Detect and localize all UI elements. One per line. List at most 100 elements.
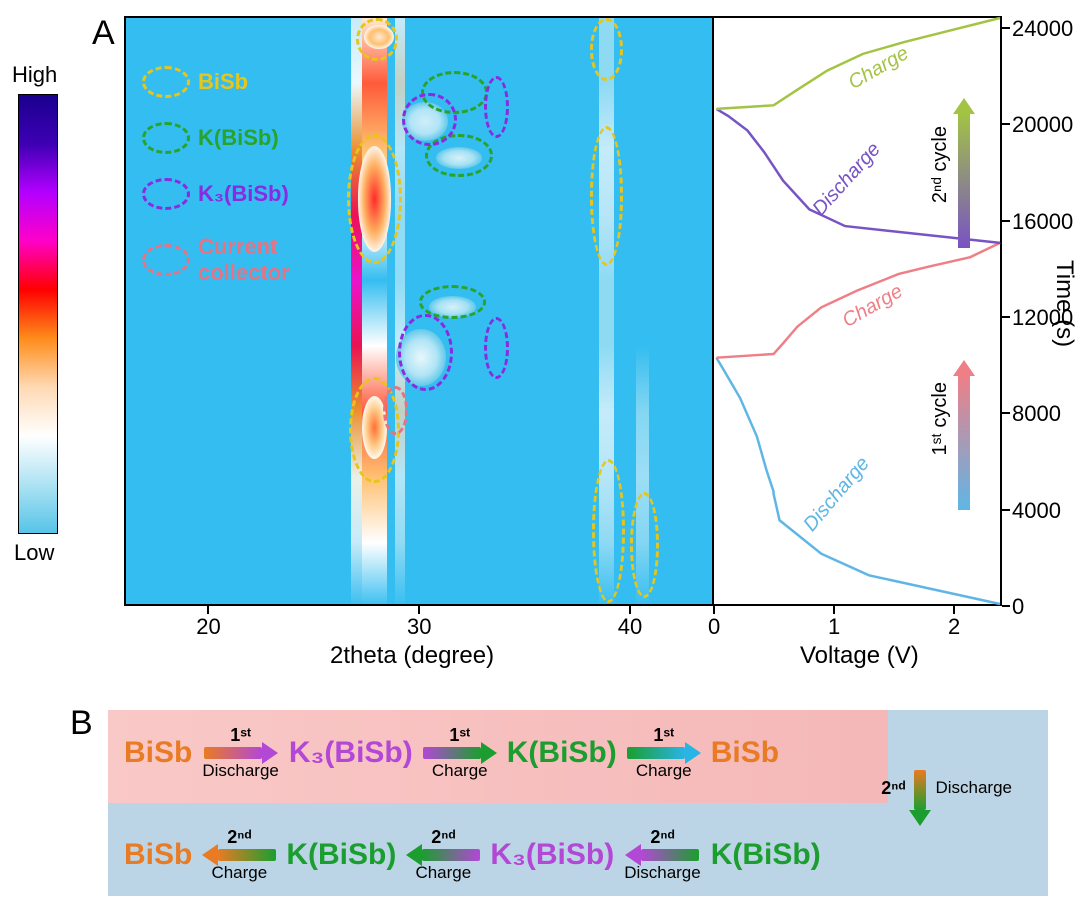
phase-marker-ellipse xyxy=(590,18,624,81)
x-tick-label: 20 xyxy=(196,614,220,640)
heatmap-plot: BiSb K(BiSb) K₃(BiSb) Current collector xyxy=(124,16,714,606)
reaction-scheme: BiSb 1ˢᵗ Discharge K₃(BiSb) 1ˢᵗ Charge K(BiSb)… xyxy=(108,710,1048,896)
arrow-block: 1ˢᵗ Discharge xyxy=(202,726,279,779)
legend-swatch-icon xyxy=(142,122,190,154)
arrow-superscript: 1ˢᵗ xyxy=(230,726,251,744)
arrow-superscript: 2ⁿᵈ xyxy=(227,828,251,846)
phase-marker-ellipse xyxy=(590,126,624,266)
x-tick-mark xyxy=(833,606,835,614)
arrow-subscript: Charge xyxy=(415,864,471,881)
y-tick-mark xyxy=(1002,605,1010,607)
legend-item: BiSb xyxy=(142,66,248,98)
figure: A High Low BiSb K(BiSb) K₃(BiSb) Current co… xyxy=(0,0,1080,918)
x-tick-label: 1 xyxy=(828,614,840,640)
y-tick-label: 16000 xyxy=(1012,209,1073,235)
second-cycle-label: 2ⁿᵈ cycle xyxy=(929,126,952,203)
arrow-superscript: 1ˢᵗ xyxy=(653,726,674,744)
x-tick-mark xyxy=(629,606,631,614)
x-tick-mark xyxy=(713,606,715,614)
phase-marker-ellipse xyxy=(356,18,398,61)
x-tick-label: 40 xyxy=(618,614,642,640)
reaction-arrow-icon xyxy=(423,744,497,762)
arrow-subscript: Discharge xyxy=(624,864,701,881)
voltage-time-plot: DischargeChargeDischargeCharge 1ˢᵗ cycle… xyxy=(714,16,1002,606)
reaction-arrow-icon xyxy=(911,770,929,826)
first-cycle-arrow-icon xyxy=(956,360,972,510)
arrow-block: 2ⁿᵈ Charge xyxy=(202,828,276,881)
reaction-row-top: BiSb 1ˢᵗ Discharge K₃(BiSb) 1ˢᵗ Charge K(BiSb)… xyxy=(124,726,779,779)
colorbar-low-label: Low xyxy=(14,540,54,566)
legend-swatch-icon xyxy=(142,244,190,276)
legend-text: K₃(BiSb) xyxy=(198,181,289,207)
species-label: BiSb xyxy=(124,736,192,770)
reaction-arrow-icon xyxy=(627,744,701,762)
phase-marker-ellipse xyxy=(398,314,453,391)
second-cycle-arrow-icon xyxy=(956,98,972,248)
phase-marker-ellipse xyxy=(402,93,457,146)
arrow-subscript: Discharge xyxy=(935,778,1012,798)
down-arrow-block: 2ⁿᵈ Discharge xyxy=(881,770,1012,826)
colorbar-high-label: High xyxy=(12,62,57,88)
x-tick-mark xyxy=(418,606,420,614)
legend-item: K(BiSb) xyxy=(142,122,279,154)
x-tick-label: 0 xyxy=(708,614,720,640)
legend-swatch-icon xyxy=(142,178,190,210)
y-tick-label: 4000 xyxy=(1012,498,1061,524)
arrow-superscript: 2ⁿᵈ xyxy=(881,778,905,799)
legend-swatch-icon xyxy=(142,66,190,98)
species-label: K(BiSb) xyxy=(507,736,617,770)
reaction-arrow-icon xyxy=(204,744,278,762)
species-label: K(BiSb) xyxy=(711,838,821,872)
heatmap-stripe xyxy=(395,18,406,606)
arrow-superscript: 1ˢᵗ xyxy=(449,726,470,744)
phase-marker-ellipse xyxy=(383,386,408,434)
species-label: BiSb xyxy=(124,838,192,872)
y-tick-label: 8000 xyxy=(1012,401,1061,427)
first-cycle-label: 1ˢᵗ cycle xyxy=(929,382,952,455)
species-label: K₃(BiSb) xyxy=(490,838,614,872)
phase-marker-ellipse xyxy=(347,134,402,264)
species-label: BiSb xyxy=(711,736,779,770)
arrow-block: 1ˢᵗ Charge xyxy=(423,726,497,779)
phase-marker-ellipse xyxy=(630,492,660,598)
arrow-subscript: Charge xyxy=(432,762,488,779)
voltage-x-axis-label: Voltage (V) xyxy=(800,642,919,670)
legend-text: BiSb xyxy=(198,69,248,95)
species-label: K(BiSb) xyxy=(286,838,396,872)
y-tick-label: 20000 xyxy=(1012,112,1073,138)
arrow-subscript: Discharge xyxy=(202,762,279,779)
x-tick-mark xyxy=(953,606,955,614)
y-tick-mark xyxy=(1002,509,1010,511)
legend-item: K₃(BiSb) xyxy=(142,178,289,210)
voltage-curve xyxy=(716,18,1000,109)
x-tick-label: 2 xyxy=(948,614,960,640)
reaction-arrow-icon xyxy=(406,846,480,864)
arrow-block: 2ⁿᵈ Charge xyxy=(406,828,480,881)
legend-text: Current collector xyxy=(198,234,290,286)
y-tick-label: 0 xyxy=(1012,594,1024,620)
panel-label-a: A xyxy=(92,14,115,53)
y-tick-mark xyxy=(1002,220,1010,222)
arrow-block: 2ⁿᵈ Discharge xyxy=(624,828,701,881)
x-tick-label: 30 xyxy=(407,614,431,640)
heatmap-x-axis-label: 2theta (degree) xyxy=(330,642,494,670)
reaction-row-bottom: BiSb 2ⁿᵈ Charge K(BiSb) 2ⁿᵈ Charge K₃(BiSb) 2ⁿᵈ… xyxy=(124,828,821,881)
legend-text: K(BiSb) xyxy=(198,125,279,151)
y-tick-label: 24000 xyxy=(1012,16,1073,42)
arrow-block: 1ˢᵗ Charge xyxy=(627,726,701,779)
arrow-superscript: 2ⁿᵈ xyxy=(431,828,455,846)
x-tick-mark xyxy=(207,606,209,614)
y-tick-mark xyxy=(1002,123,1010,125)
y-tick-mark xyxy=(1002,316,1010,318)
arrow-subscript: Charge xyxy=(211,864,267,881)
arrow-superscript: 2ⁿᵈ xyxy=(650,828,674,846)
heatmap-stripe xyxy=(362,18,387,606)
reaction-arrow-icon xyxy=(202,846,276,864)
y-tick-mark xyxy=(1002,412,1010,414)
reaction-arrow-icon xyxy=(625,846,699,864)
species-label: K₃(BiSb) xyxy=(289,736,413,770)
panel-label-b: B xyxy=(70,704,93,743)
time-y-axis-label: Time (s) xyxy=(1050,260,1078,347)
arrow-subscript: Charge xyxy=(636,762,692,779)
phase-marker-ellipse xyxy=(592,459,626,603)
